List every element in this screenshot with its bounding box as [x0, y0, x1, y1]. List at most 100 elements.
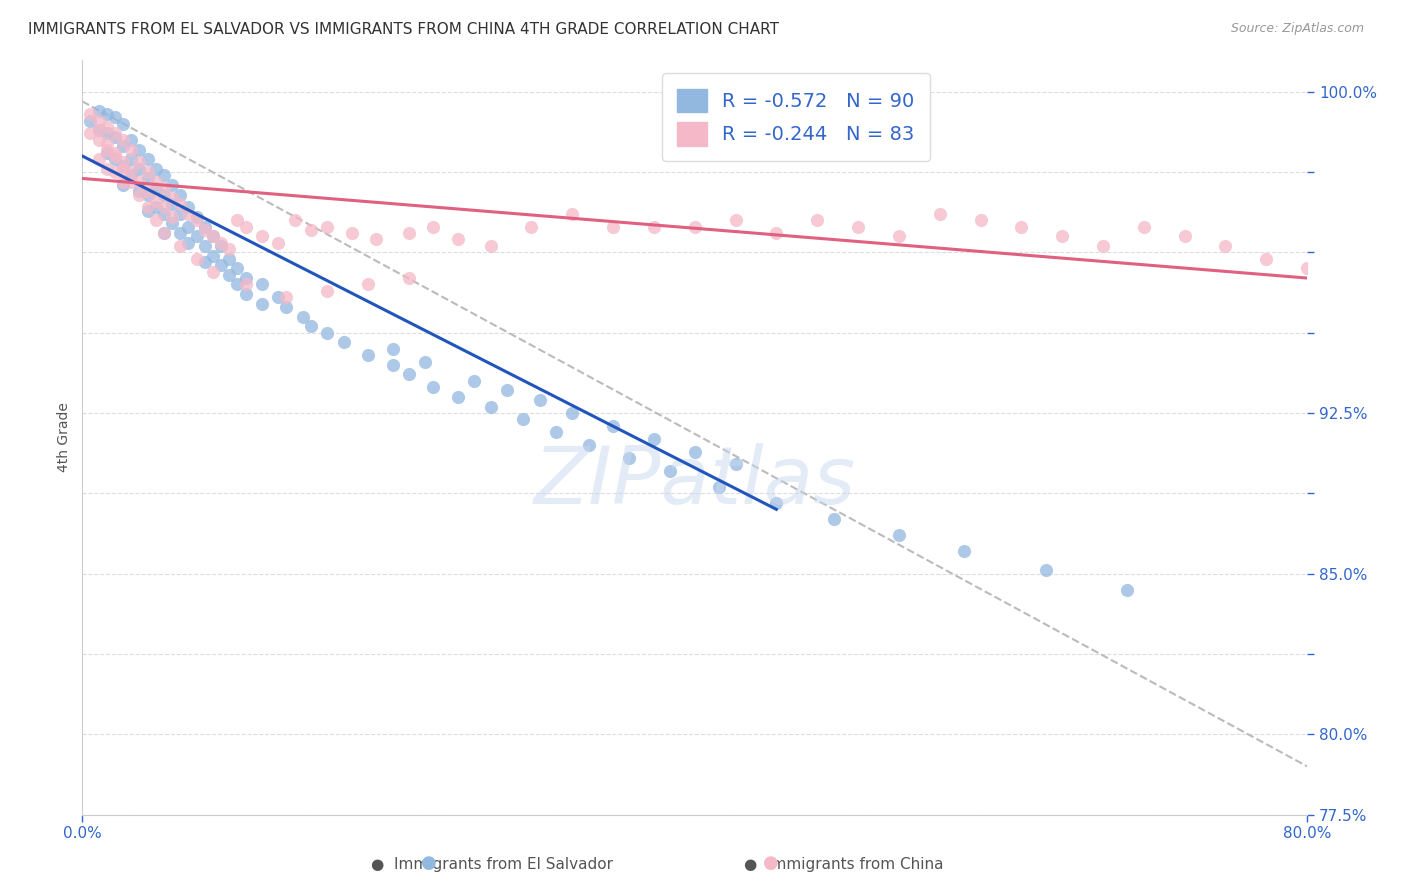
Point [250, 277, 273, 292]
Point [112, 139, 135, 153]
Point [398, 368, 420, 382]
Point [299, 319, 322, 334]
Point [463, 374, 485, 388]
Point [602, 418, 624, 433]
Point [422, 219, 444, 234]
Point [846, 219, 869, 234]
Point [145, 213, 167, 227]
Point [145, 194, 167, 208]
Point [332, 335, 354, 350]
Text: ●  Immigrants from El Salvador: ● Immigrants from El Salvador [371, 857, 613, 872]
Point [724, 458, 747, 472]
Point [79, 127, 101, 141]
Point [96, 120, 118, 134]
Point [316, 326, 339, 340]
Point [87, 123, 110, 137]
Point [447, 232, 470, 246]
Point [520, 219, 543, 234]
Point [153, 200, 176, 214]
Point [128, 155, 150, 169]
Point [120, 133, 142, 147]
Point [160, 191, 183, 205]
Point [1296, 261, 1319, 276]
Point [104, 111, 127, 125]
Text: ●  Immigrants from China: ● Immigrants from China [744, 857, 943, 872]
Point [683, 444, 706, 458]
Point [1215, 239, 1237, 253]
Point [969, 213, 991, 227]
Point [153, 226, 176, 240]
Point [366, 232, 388, 246]
Point [357, 277, 380, 292]
Point [201, 265, 224, 279]
Point [194, 239, 217, 253]
Point [578, 438, 600, 452]
Point [104, 149, 127, 163]
Point [447, 390, 470, 404]
Point [643, 219, 665, 234]
Point [136, 171, 159, 186]
Point [194, 255, 217, 269]
Point [169, 197, 191, 211]
Point [120, 168, 142, 182]
Point [104, 145, 127, 160]
Point [226, 277, 249, 292]
Point [887, 528, 910, 542]
Point [104, 127, 127, 141]
Point [136, 203, 159, 218]
Point [479, 239, 502, 253]
Point [186, 229, 208, 244]
Point [529, 393, 551, 408]
Point [153, 207, 176, 221]
Point [561, 207, 583, 221]
Point [160, 210, 183, 224]
Point [186, 210, 208, 224]
Point [561, 406, 583, 420]
Point [381, 342, 404, 356]
Point [145, 161, 167, 176]
Point [823, 512, 845, 526]
Point [96, 145, 118, 160]
Point [267, 290, 290, 304]
Point [1174, 229, 1197, 244]
Point [267, 235, 290, 250]
Point [128, 187, 150, 202]
Point [145, 181, 167, 195]
Point [201, 229, 224, 244]
Point [250, 297, 273, 311]
Point [284, 213, 307, 227]
Point [136, 165, 159, 179]
Point [104, 165, 127, 179]
Point [299, 223, 322, 237]
Point [79, 107, 101, 121]
Point [160, 216, 183, 230]
Point [724, 213, 747, 227]
Point [87, 123, 110, 137]
Text: IMMIGRANTS FROM EL SALVADOR VS IMMIGRANTS FROM CHINA 4TH GRADE CORRELATION CHART: IMMIGRANTS FROM EL SALVADOR VS IMMIGRANT… [28, 22, 779, 37]
Point [226, 261, 249, 276]
Point [194, 223, 217, 237]
Point [1010, 219, 1032, 234]
Point [683, 219, 706, 234]
Point [218, 252, 240, 266]
Point [194, 219, 217, 234]
Text: Source: ZipAtlas.com: Source: ZipAtlas.com [1230, 22, 1364, 36]
Point [136, 152, 159, 166]
Point [96, 136, 118, 150]
Point [398, 226, 420, 240]
Point [357, 348, 380, 362]
Point [235, 271, 257, 285]
Point [1116, 582, 1139, 597]
Point [169, 187, 191, 202]
Point [112, 175, 135, 189]
Point [112, 155, 135, 169]
Point [544, 425, 567, 440]
Point [169, 239, 191, 253]
Point [226, 213, 249, 227]
Point [153, 226, 176, 240]
Point [602, 219, 624, 234]
Point [136, 184, 159, 198]
Point [177, 235, 200, 250]
Point [1091, 239, 1114, 253]
Point [153, 187, 176, 202]
